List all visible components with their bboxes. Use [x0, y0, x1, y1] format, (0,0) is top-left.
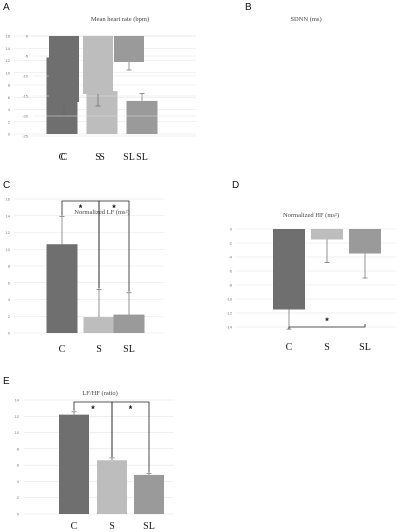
panel-letter: D: [232, 180, 240, 191]
x-tick-label: S: [109, 521, 115, 532]
significance-star: *: [129, 404, 133, 414]
y-tick-label: 14: [6, 46, 11, 51]
x-tick-label: SL: [359, 342, 371, 353]
x-tick-label: C: [71, 521, 78, 532]
y-tick-label: 12: [6, 58, 11, 63]
bar-sl: [134, 474, 164, 514]
y-tick-label: -5: [24, 54, 28, 59]
bar-c: [46, 244, 78, 333]
y-tick-label: 12: [15, 414, 20, 419]
panel-b: B SDNN (ms) 0 -5 -10 -15 -20 -25 C S SL: [22, 0, 413, 170]
significance-bracket: [288, 324, 366, 330]
x-tick-label: S: [95, 152, 101, 163]
x-tick-label: S: [324, 342, 330, 353]
bar-sl: [114, 36, 144, 62]
chart-title: Normalized LF (ms²): [74, 209, 130, 216]
y-tick-label: 12: [6, 230, 11, 235]
x-tick-label: SL: [123, 152, 135, 163]
y-tick-label: 10: [6, 70, 11, 75]
chart-title: LF/HF (ratio): [82, 390, 118, 397]
bar-sl: [126, 100, 158, 134]
x-tick-label: C: [59, 344, 66, 355]
y-tick-label: -8: [228, 283, 232, 288]
panel-letter: A: [3, 2, 10, 13]
chart-b: 0 -5 -10 -15 -20 -25 C S SL: [22, 34, 196, 163]
y-tick-label: -2: [228, 241, 232, 246]
y-tick-label: 4: [8, 297, 11, 302]
y-tick-label: -10: [226, 297, 233, 302]
y-tick-label: 0: [17, 512, 20, 517]
y-tick-label: 2: [8, 314, 11, 319]
y-tick-label: -6: [228, 269, 232, 274]
y-tick-label: 6: [8, 95, 11, 100]
x-tick-label: C: [286, 342, 293, 353]
panel-letter: B: [245, 2, 252, 13]
significance-bracket: [111, 401, 150, 473]
y-tick-label: 4: [8, 107, 11, 112]
significance-bracket: [98, 200, 130, 292]
chart-title: Mean heart rate (bpm): [90, 16, 150, 23]
chart-c: 0 2 4 6 8 10 12 14 16 C S SL * *: [6, 197, 164, 355]
y-tick-label: 8: [17, 446, 20, 451]
bar-s: [86, 91, 118, 134]
y-tick-label: 0: [8, 331, 11, 336]
bar-sl: [349, 229, 381, 254]
y-tick-label: 16: [6, 34, 11, 39]
y-tick-label: 10: [6, 247, 11, 252]
y-tick-label: 4: [17, 479, 20, 484]
chart-title: SDNN (ms): [290, 16, 322, 23]
significance-star: *: [91, 404, 95, 414]
y-tick-label: 0: [26, 34, 29, 39]
x-tick-label: SL: [143, 521, 155, 532]
y-tick-label: 6: [17, 463, 20, 468]
y-tick-label: 2: [8, 119, 11, 124]
bar-c: [273, 229, 305, 310]
x-tick-label: S: [99, 152, 105, 163]
x-tick-label: SL: [123, 344, 135, 355]
y-tick-label: -15: [22, 94, 29, 99]
panel-c: C Normalized LF (ms²) 0 2 4 6 8 10 12 14 16 C S SL *…: [0, 176, 206, 358]
panel-letter: C: [3, 180, 11, 191]
chart-d: 0 -2 -4 -6 -8 -10 -12 -14 C S SL *: [226, 227, 396, 353]
bar-s: [97, 460, 127, 514]
y-tick-label: 14: [6, 213, 11, 218]
panel-d: D Normalized HF (ms²) 0 -2 -4 -6 -8 -10 -12 -14…: [206, 176, 413, 358]
y-tick-label: 0: [8, 132, 11, 137]
y-tick-label: 16: [6, 197, 11, 202]
y-tick-label: 6: [8, 280, 11, 285]
y-tick-label: 14: [15, 398, 20, 403]
x-tick-label: SL: [136, 152, 148, 163]
significance-star: *: [112, 203, 116, 213]
y-tick-label: -25: [22, 134, 29, 139]
y-tick-label: 8: [8, 83, 11, 88]
bar-sl: [113, 314, 145, 333]
y-tick-label: -20: [22, 114, 29, 119]
y-tick-label: -14: [226, 325, 233, 330]
significance-star: *: [325, 316, 329, 326]
x-tick-label: C: [61, 152, 68, 163]
y-tick-label: 0: [230, 227, 233, 232]
y-tick-label: 2: [17, 495, 20, 500]
bar-c: [49, 36, 79, 102]
y-tick-label: -12: [226, 311, 233, 316]
bar-c: [59, 414, 89, 514]
x-tick-label: C: [59, 152, 66, 163]
significance-star: *: [79, 203, 83, 213]
bar-s: [83, 36, 113, 94]
bar-s: [83, 317, 115, 333]
y-tick-label: 8: [8, 264, 11, 269]
bar-s: [311, 229, 343, 240]
panel-letter: E: [3, 376, 10, 387]
y-tick-label: 10: [15, 430, 20, 435]
y-tick-label: -10: [22, 74, 29, 79]
chart-e: 0 2 4 6 8 10 12 14 C S SL * *: [15, 398, 174, 532]
chart-title: Normalized HF (ms²): [282, 212, 340, 219]
y-tick-label: -4: [228, 255, 232, 260]
panel-e: E LF/HF (ratio) 0 2 4 6 8 10 12 14 C S SL * *: [0, 366, 206, 532]
x-tick-label: S: [96, 344, 102, 355]
